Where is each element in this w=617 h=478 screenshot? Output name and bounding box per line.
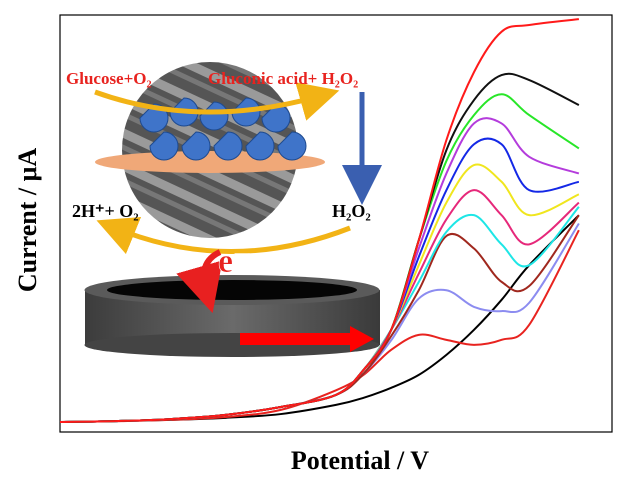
chart: Current / μA Potential / V Glucose+O₂ Gl… xyxy=(0,0,617,478)
x-axis-label: Potential / V xyxy=(291,446,429,475)
substrate-label: Glucose+O₂ xyxy=(66,69,152,88)
electron-label: e⁻ xyxy=(218,243,251,280)
inset: Glucose+O₂ Gluconic acid+ H₂O₂ 2H⁺+ O₂ H… xyxy=(66,62,380,357)
peroxide-label: H₂O₂ xyxy=(332,201,371,221)
y-axis-label: Current / μA xyxy=(13,148,42,292)
product-label: Gluconic acid+ H₂O₂ xyxy=(208,69,358,88)
scan-arrow-shaft xyxy=(240,333,350,345)
regenerated-label: 2H⁺+ O₂ xyxy=(72,201,139,221)
electrode-surface xyxy=(107,280,357,300)
